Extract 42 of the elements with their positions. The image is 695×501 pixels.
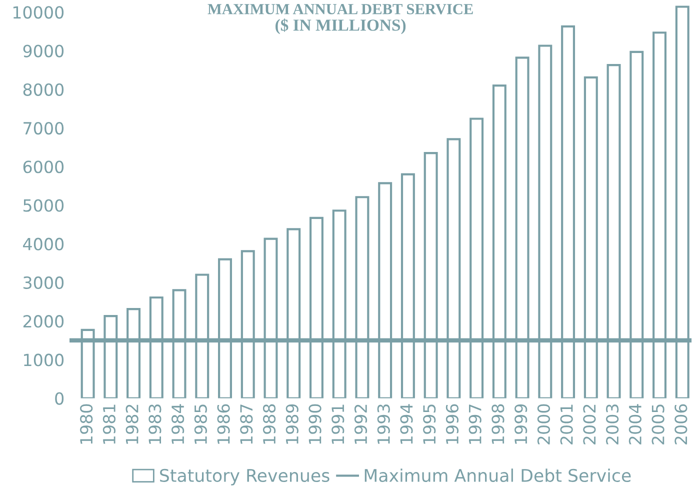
x-tick-label: 1998 [492, 404, 504, 444]
legend-label: Maximum Annual Debt Service [364, 468, 631, 482]
x-tick-label: 1983 [148, 404, 162, 444]
y-tick-label: 0 [55, 392, 64, 405]
chart-title: MAXIMUM ANNUAL DEBT SERVICE [208, 4, 473, 14]
text: ($ IN MILLIONS) [276, 18, 406, 34]
x-tick-label: 1988 [262, 404, 276, 444]
x-tick-label: 2005 [652, 404, 664, 444]
x-tick-label: 1989 [286, 404, 298, 444]
y-tick-label: 3000 [23, 276, 64, 290]
y-tick-label: 1000 [24, 354, 64, 366]
y-tick-label: 8000 [23, 83, 64, 96]
x-tick-label: 1995 [423, 404, 436, 444]
y-tick-label: 10000 [13, 6, 64, 19]
x-tick-label: 1994 [400, 404, 413, 444]
y-tick-label: 2000 [23, 315, 64, 328]
x-tick-label: 1992 [354, 404, 368, 444]
x-tick-label: 2003 [606, 404, 619, 444]
x-tick-label: 1996 [446, 404, 459, 444]
y-tick-label: 7000 [24, 122, 64, 135]
x-tick-label: 1987 [240, 404, 253, 444]
x-tick-label: 1980 [80, 404, 93, 444]
x-tick-label: 1997 [468, 404, 482, 444]
x-tick-label: 1984 [172, 404, 184, 444]
x-tick-label: 2002 [583, 404, 596, 444]
x-tick-label: 1981 [102, 404, 116, 444]
x-tick-label: 2000 [537, 404, 550, 444]
legend-label: Statutory Revenues [160, 468, 330, 486]
x-tick-label: 1985 [194, 404, 207, 444]
y-tick-label: 5000 [24, 199, 64, 212]
x-tick-label: 1986 [217, 404, 230, 444]
y-tick-label: 4000 [23, 238, 64, 250]
x-tick-label: 2004 [628, 404, 642, 444]
x-tick-label: 1982 [126, 404, 138, 444]
x-tick-label: 1993 [377, 404, 390, 444]
x-tick-label: 2006 [674, 404, 688, 444]
x-tick-label: 1999 [514, 404, 528, 444]
x-tick-label: 1990 [308, 404, 322, 444]
y-tick-label: 9000 [23, 44, 64, 58]
x-tick-label: 1991 [332, 404, 344, 444]
x-tick-label: 2001 [560, 404, 573, 444]
y-tick-label: 6000 [23, 160, 64, 174]
